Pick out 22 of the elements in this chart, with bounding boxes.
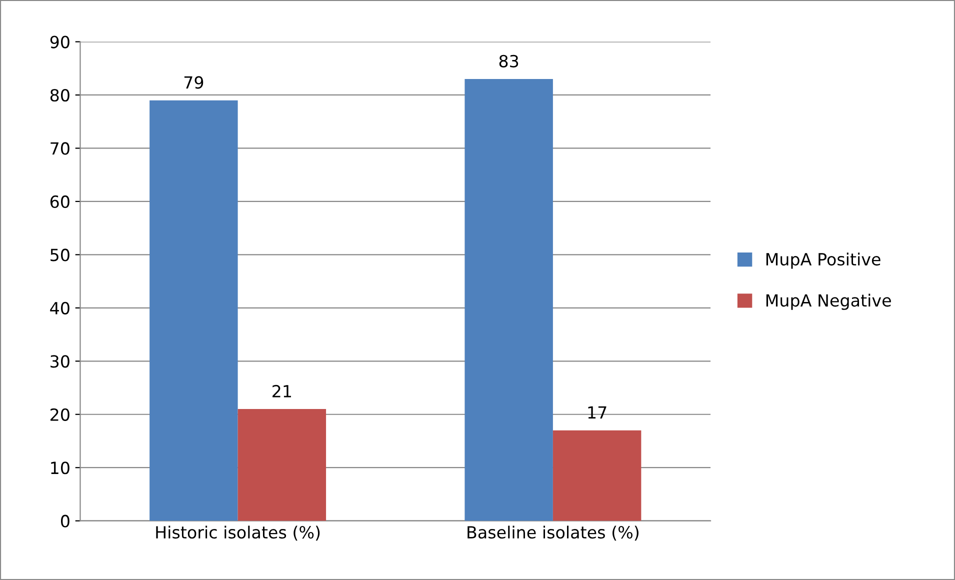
y-tick-label: 70 (50, 142, 70, 155)
bar (464, 79, 553, 521)
legend-label: MupA Negative (766, 294, 891, 310)
y-tick-label: 0 (60, 514, 70, 528)
y-tick-label: 10 (51, 462, 70, 474)
y-tick-label: 80 (50, 88, 70, 102)
bar (150, 100, 238, 521)
data-label: 83 (499, 54, 518, 68)
y-tick-label: 90 (50, 36, 70, 48)
y-tick-label: 20 (50, 408, 70, 421)
data-label: 21 (272, 384, 291, 398)
bar (552, 430, 642, 521)
data-label: 17 (588, 406, 606, 419)
legend-label: MupA Positive (766, 252, 880, 269)
bar (238, 409, 326, 521)
x-tick-label: Historic isolates (%) (156, 526, 320, 541)
x-tick-label: Baseline isolates (%) (468, 526, 638, 541)
y-tick-label: 40 (50, 302, 70, 314)
data-label: 79 (184, 76, 204, 89)
y-tick-label: 60 (50, 195, 70, 208)
y-tick-label: 50 (50, 248, 70, 262)
y-tick-label: 30 (50, 355, 70, 368)
